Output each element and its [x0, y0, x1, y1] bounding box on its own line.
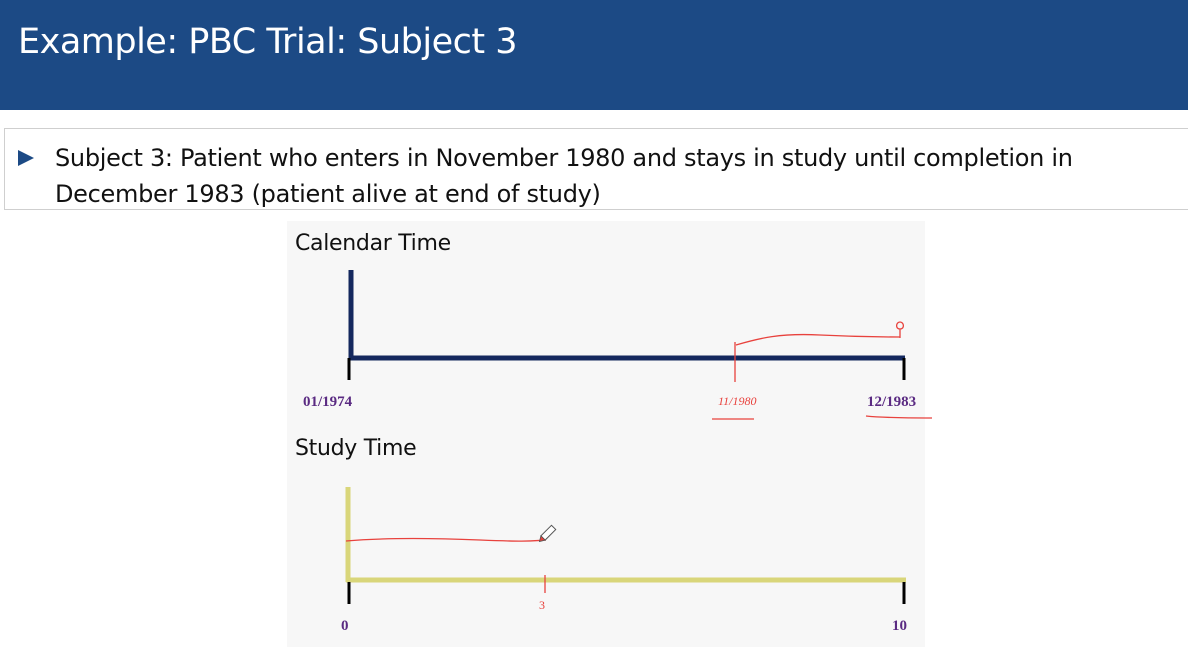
timeline-figure	[287, 221, 925, 647]
calendar-start-label: 01/1974	[303, 394, 353, 410]
followup-line	[735, 333, 901, 346]
calendar-time-label: Calendar Time	[295, 231, 451, 256]
slide-header: Example: PBC Trial: Subject 3	[0, 0, 1188, 110]
study-time-label: Study Time	[295, 436, 417, 461]
bullet-box	[4, 128, 1188, 210]
study-end-label: 10	[892, 618, 907, 634]
end-date-underline	[865, 415, 933, 419]
bullet-text: Subject 3: Patient who enters in Novembe…	[55, 144, 1073, 208]
study-start-label: 0	[341, 618, 349, 634]
study-followup-line	[345, 537, 547, 542]
censor-mark	[895, 321, 905, 338]
pencil-icon	[538, 524, 557, 543]
calendar-end-label: 12/1983	[867, 394, 917, 410]
slide-title: Example: PBC Trial: Subject 3	[18, 22, 518, 62]
study-mark-annotation: 3	[539, 598, 545, 612]
entry-date-annotation: 11/1980	[718, 394, 756, 408]
triangle-right-icon	[18, 150, 34, 166]
